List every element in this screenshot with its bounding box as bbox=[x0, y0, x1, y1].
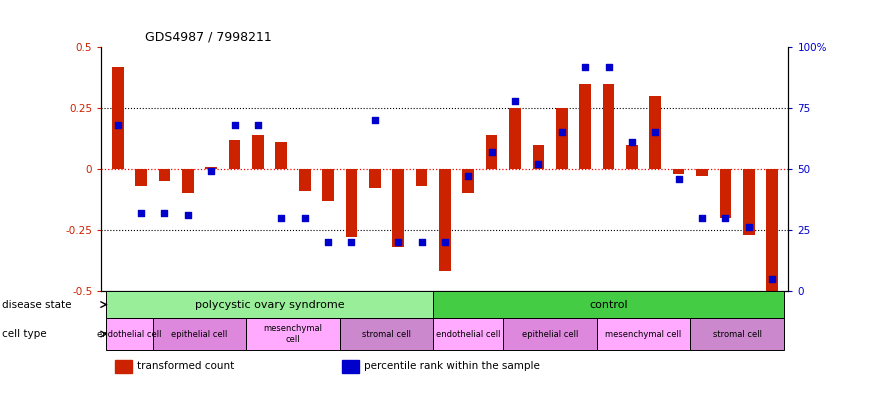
Text: epithelial cell: epithelial cell bbox=[522, 330, 578, 338]
Bar bbox=[252, 135, 263, 169]
Bar bbox=[433, 318, 503, 350]
Point bbox=[251, 122, 265, 128]
Bar bbox=[416, 169, 427, 186]
Text: endothelial cell: endothelial cell bbox=[436, 330, 500, 338]
Bar bbox=[106, 318, 152, 350]
Point bbox=[718, 215, 732, 221]
Bar bbox=[115, 360, 132, 373]
Bar bbox=[322, 169, 334, 201]
Point bbox=[134, 210, 148, 216]
Point bbox=[227, 122, 241, 128]
Bar bbox=[276, 142, 287, 169]
Point bbox=[298, 215, 312, 221]
Text: percentile rank within the sample: percentile rank within the sample bbox=[364, 362, 540, 371]
Point bbox=[508, 97, 522, 104]
Text: endothelial cell: endothelial cell bbox=[97, 330, 161, 338]
Bar bbox=[626, 145, 638, 169]
Point bbox=[555, 129, 569, 136]
Bar bbox=[392, 169, 404, 247]
Bar bbox=[106, 291, 433, 318]
Bar bbox=[691, 318, 784, 350]
Bar bbox=[299, 169, 310, 191]
Point bbox=[625, 139, 639, 145]
Point bbox=[111, 122, 125, 128]
Point bbox=[158, 210, 172, 216]
Point bbox=[765, 275, 779, 282]
Bar bbox=[433, 291, 784, 318]
Bar bbox=[112, 67, 123, 169]
Bar bbox=[766, 169, 778, 291]
Point bbox=[391, 239, 405, 245]
Point bbox=[648, 129, 663, 136]
Bar bbox=[556, 108, 567, 169]
Bar bbox=[673, 169, 685, 174]
Point bbox=[274, 215, 288, 221]
Bar bbox=[532, 145, 544, 169]
Bar bbox=[159, 169, 170, 181]
Bar bbox=[205, 167, 217, 169]
Bar bbox=[603, 84, 614, 169]
Bar bbox=[509, 108, 521, 169]
Point bbox=[485, 149, 499, 155]
Point bbox=[671, 176, 685, 182]
Bar bbox=[596, 318, 691, 350]
Bar bbox=[369, 169, 381, 189]
Text: control: control bbox=[589, 299, 628, 310]
Text: disease state: disease state bbox=[2, 299, 71, 310]
Bar bbox=[439, 169, 451, 271]
Point bbox=[602, 64, 616, 70]
Bar bbox=[246, 318, 340, 350]
Bar bbox=[182, 169, 194, 193]
Bar bbox=[696, 169, 707, 176]
Point bbox=[531, 161, 545, 167]
Bar bbox=[152, 318, 246, 350]
Bar bbox=[649, 96, 661, 169]
Point bbox=[367, 117, 381, 123]
Bar bbox=[463, 169, 474, 193]
Text: GDS4987 / 7998211: GDS4987 / 7998211 bbox=[145, 30, 272, 43]
Bar bbox=[340, 318, 433, 350]
Text: polycystic ovary syndrome: polycystic ovary syndrome bbox=[195, 299, 344, 310]
Point bbox=[414, 239, 428, 245]
Text: cell type: cell type bbox=[2, 329, 47, 339]
Point bbox=[695, 215, 709, 221]
Point bbox=[578, 64, 592, 70]
Point bbox=[742, 224, 756, 231]
Text: epithelial cell: epithelial cell bbox=[171, 330, 227, 338]
Bar bbox=[580, 84, 591, 169]
Bar bbox=[229, 140, 241, 169]
Point bbox=[462, 173, 476, 180]
Point bbox=[438, 239, 452, 245]
Bar bbox=[503, 318, 596, 350]
Bar bbox=[485, 135, 498, 169]
Bar bbox=[720, 169, 731, 218]
Text: mesenchymal cell: mesenchymal cell bbox=[605, 330, 682, 338]
Point bbox=[321, 239, 335, 245]
Text: transformed count: transformed count bbox=[137, 362, 234, 371]
Bar bbox=[345, 169, 358, 237]
Text: stromal cell: stromal cell bbox=[713, 330, 761, 338]
Point bbox=[181, 212, 195, 219]
Bar bbox=[743, 169, 755, 235]
Bar bbox=[342, 360, 359, 373]
Point bbox=[204, 168, 218, 174]
Point bbox=[344, 239, 359, 245]
Bar bbox=[135, 169, 147, 186]
Text: mesenchymal
cell: mesenchymal cell bbox=[263, 324, 322, 344]
Text: stromal cell: stromal cell bbox=[362, 330, 411, 338]
